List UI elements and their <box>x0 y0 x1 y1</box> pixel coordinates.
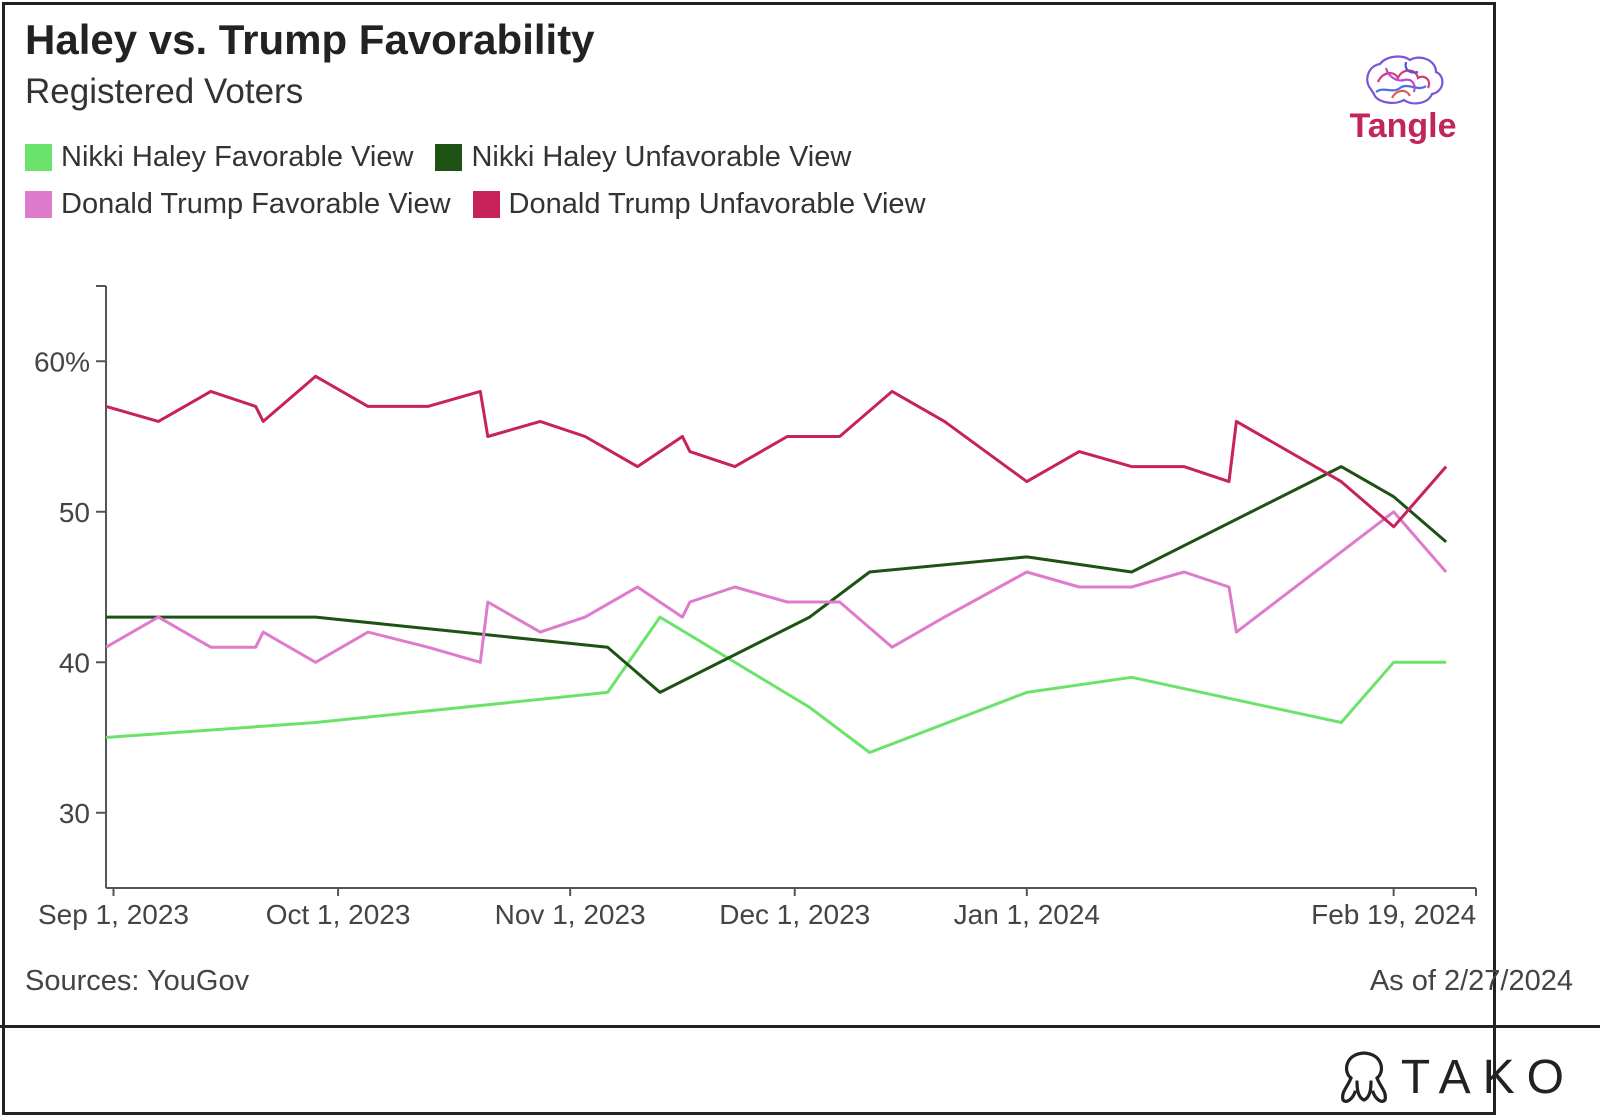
legend-swatch-trump-unfavorable <box>472 190 500 218</box>
legend-label-trump-favorable: Donald Trump Favorable View <box>61 187 451 220</box>
y-tick-label: 30 <box>59 798 90 829</box>
tako-logo: TAKO <box>1337 1048 1576 1106</box>
x-tick-label: Dec 1, 2023 <box>719 899 870 930</box>
legend-swatch-trump-favorable <box>25 190 52 218</box>
y-tick-label: 50 <box>59 497 90 528</box>
legend-swatch-haley-favorable <box>25 143 52 171</box>
legend: Nikki Haley Favorable View Nikki Haley U… <box>25 137 948 231</box>
legend-row-1: Nikki Haley Favorable View Nikki Haley U… <box>25 137 948 177</box>
as-of-date: As of 2/27/2024 <box>1369 965 1573 997</box>
legend-swatch-haley-unfavorable <box>435 143 463 171</box>
tangle-wordmark: Tangle <box>1349 107 1457 145</box>
x-tick-label: Sep 1, 2023 <box>38 899 189 930</box>
legend-label-haley-unfavorable: Nikki Haley Unfavorable View <box>471 140 852 173</box>
y-tick-label: 40 <box>59 647 90 678</box>
source-note: Sources: YouGov <box>25 965 250 997</box>
legend-label-trump-unfavorable: Donald Trump Unfavorable View <box>508 187 926 220</box>
footer-divider <box>0 1025 1600 1028</box>
tako-octopus-icon <box>1340 1051 1387 1103</box>
legend-row-2: Donald Trump Favorable View Donald Trump… <box>25 184 948 224</box>
legend-item-haley-favorable: Nikki Haley Favorable View <box>25 141 413 174</box>
chart-frame <box>2 2 1496 1115</box>
legend-item-haley-unfavorable: Nikki Haley Unfavorable View <box>435 141 851 174</box>
x-tick-label: Jan 1, 2024 <box>954 899 1100 930</box>
x-tick-label: Feb 19, 2024 <box>1311 899 1476 930</box>
tangle-logo: Tangle <box>1338 52 1468 146</box>
haley-unfavorable-line <box>106 465 1448 694</box>
trump-unfavorable-line <box>105 374 1448 529</box>
tangle-brain-icon <box>1366 55 1444 105</box>
chart-subtitle: Registered Voters <box>25 72 304 111</box>
haley-favorable-line <box>105 615 1447 754</box>
tako-wordmark: TAKO <box>1400 1050 1576 1104</box>
legend-item-trump-unfavorable: Donald Trump Unfavorable View <box>472 187 926 221</box>
x-tick-label: Nov 1, 2023 <box>495 899 646 930</box>
chart-title: Haley vs. Trump Favorability <box>25 16 595 63</box>
x-tick-label: Oct 1, 2023 <box>266 899 411 930</box>
y-tick-label: 60% <box>34 346 90 377</box>
trump-favorable-line <box>105 510 1448 664</box>
legend-item-trump-favorable: Donald Trump Favorable View <box>25 188 451 221</box>
legend-label-haley-favorable: Nikki Haley Favorable View <box>61 140 414 173</box>
